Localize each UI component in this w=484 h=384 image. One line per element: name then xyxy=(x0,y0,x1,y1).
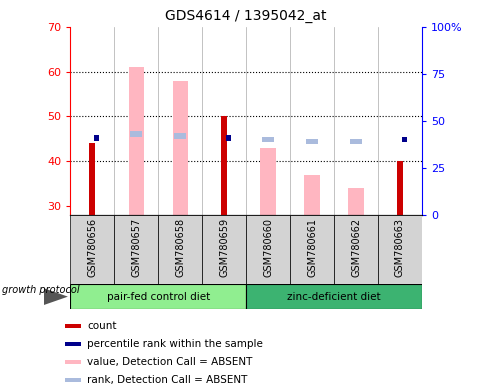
Bar xyxy=(114,215,158,284)
Bar xyxy=(158,215,202,284)
Text: count: count xyxy=(87,321,117,331)
Bar xyxy=(70,284,245,309)
Text: zinc-deficient diet: zinc-deficient diet xyxy=(287,291,380,302)
Bar xyxy=(64,360,81,364)
Bar xyxy=(245,215,289,284)
Bar xyxy=(401,137,406,142)
Text: GSM780662: GSM780662 xyxy=(350,218,360,277)
Bar xyxy=(226,135,230,141)
Text: GSM780656: GSM780656 xyxy=(87,218,97,277)
Bar xyxy=(260,148,275,215)
Text: rank, Detection Call = ABSENT: rank, Detection Call = ABSENT xyxy=(87,375,247,384)
Bar xyxy=(261,137,274,142)
Text: GSM780661: GSM780661 xyxy=(306,218,317,277)
Text: GSM780657: GSM780657 xyxy=(131,218,141,277)
Bar xyxy=(305,139,318,144)
Text: GSM780660: GSM780660 xyxy=(263,218,272,277)
Text: pair-fed control diet: pair-fed control diet xyxy=(106,291,210,302)
Bar xyxy=(348,188,363,215)
Bar xyxy=(70,215,114,284)
Bar xyxy=(64,342,81,346)
Polygon shape xyxy=(44,288,68,305)
Bar xyxy=(202,215,245,284)
Bar xyxy=(396,161,402,215)
Bar xyxy=(64,378,81,382)
Bar xyxy=(128,67,144,215)
Text: GSM780658: GSM780658 xyxy=(175,218,185,277)
Text: GSM780659: GSM780659 xyxy=(219,218,228,277)
Bar xyxy=(64,324,81,328)
Text: growth protocol: growth protocol xyxy=(2,285,80,295)
Bar xyxy=(333,215,377,284)
Bar xyxy=(130,131,142,137)
Bar xyxy=(221,116,227,215)
Bar xyxy=(289,215,333,284)
Bar xyxy=(94,135,99,141)
Text: value, Detection Call = ABSENT: value, Detection Call = ABSENT xyxy=(87,357,252,367)
Bar xyxy=(245,284,421,309)
Bar xyxy=(172,81,187,215)
Text: percentile rank within the sample: percentile rank within the sample xyxy=(87,339,263,349)
Bar xyxy=(174,133,186,139)
Bar xyxy=(304,175,319,215)
Bar xyxy=(89,143,95,215)
Text: GSM780663: GSM780663 xyxy=(394,218,404,277)
Bar xyxy=(349,139,362,144)
Title: GDS4614 / 1395042_at: GDS4614 / 1395042_at xyxy=(165,9,326,23)
Bar xyxy=(377,215,421,284)
